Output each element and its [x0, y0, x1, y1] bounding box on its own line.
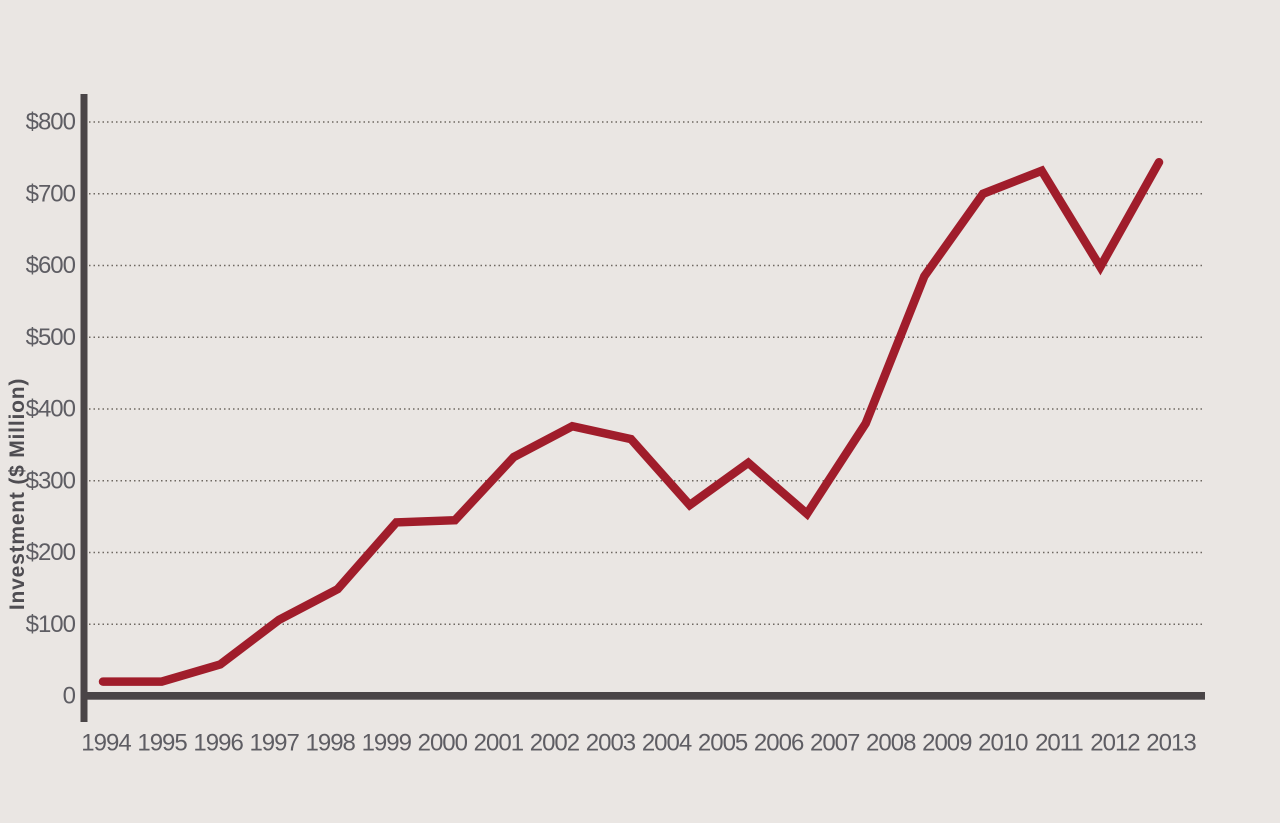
gridlines — [89, 121, 1205, 625]
x-tick-label: 2006 — [754, 730, 804, 757]
y-tick-label: $800 — [26, 109, 76, 136]
x-tick-label: 2013 — [1146, 730, 1196, 757]
x-tick-label: 2001 — [474, 730, 524, 757]
y-axis-tick-labels: $800 $700 $600 $500 $400 $300 $200 $100 0 — [26, 109, 77, 710]
y-tick-label: $500 — [26, 324, 76, 351]
y-tick-label: 0 — [63, 683, 76, 710]
x-tick-label: 2000 — [418, 730, 468, 757]
x-tick-label: 2009 — [922, 730, 972, 757]
y-tick-label: $300 — [26, 467, 76, 494]
x-tick-label: 1995 — [137, 730, 187, 757]
x-tick-label: 1999 — [362, 730, 412, 757]
y-tick-label: $200 — [26, 539, 76, 566]
x-tick-label: 1994 — [81, 730, 131, 757]
y-axis-line — [80, 94, 88, 722]
y-tick-label: $100 — [26, 611, 76, 638]
x-axis-line — [80, 692, 1205, 700]
x-tick-label: 2010 — [978, 730, 1028, 757]
x-tick-label: 2002 — [530, 730, 580, 757]
x-tick-label: 2005 — [698, 730, 748, 757]
x-tick-label: 2012 — [1090, 730, 1140, 757]
y-tick-label: $600 — [26, 252, 76, 279]
y-tick-label: $700 — [26, 180, 76, 207]
x-tick-label: 2008 — [866, 730, 916, 757]
y-axis-title: Investment ($ Million) — [6, 377, 29, 611]
x-tick-label: 2004 — [642, 730, 692, 757]
x-tick-label: 1997 — [249, 730, 299, 757]
x-tick-label: 1998 — [306, 730, 356, 757]
x-tick-label: 2007 — [810, 730, 860, 757]
x-tick-label: 1996 — [193, 730, 243, 757]
y-tick-label: $400 — [26, 396, 76, 423]
x-tick-label: 2003 — [586, 730, 636, 757]
x-axis-tick-labels: 1994 1995 1996 1997 1998 1999 2000 2001 2002 2003… — [81, 730, 1197, 757]
x-tick-label: 2011 — [1035, 730, 1083, 757]
investment-line-series — [98, 157, 1164, 686]
